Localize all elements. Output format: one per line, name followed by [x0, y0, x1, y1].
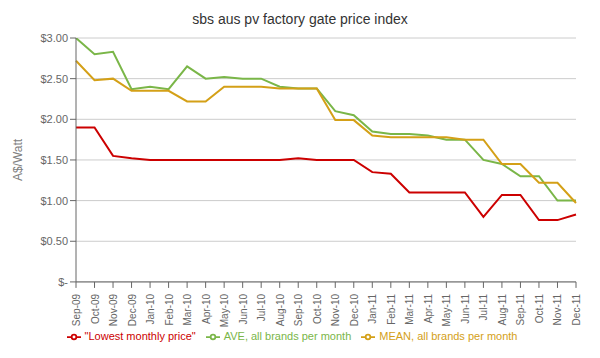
svg-text:Dec-09: Dec-09: [127, 293, 138, 326]
svg-text:Oct-09: Oct-09: [90, 293, 101, 323]
svg-text:Sep-11: Sep-11: [515, 293, 526, 325]
svg-text:Sep-10: Sep-10: [293, 293, 304, 326]
html-text:"Lowest monthly price": "Lowest monthly price": [84, 329, 196, 342]
svg-text:Apr-11: Apr-11: [423, 293, 434, 323]
svg-text:$1.50: $1.50: [40, 154, 68, 166]
svg-text:$2.50: $2.50: [40, 73, 68, 85]
svg-text:Feb-11: Feb-11: [386, 293, 397, 324]
svg-text:Jan-11: Jan-11: [367, 293, 378, 323]
html-text:AVE, all brands per month: AVE, all brands per month: [223, 329, 352, 342]
svg-text:May-10: May-10: [219, 293, 230, 327]
svg-text:Jul-10: Jul-10: [256, 293, 267, 321]
svg-text:$3.00: $3.00: [40, 32, 68, 44]
svg-text:Jun-11: Jun-11: [460, 293, 471, 323]
svg-text:$-: $-: [58, 276, 68, 288]
svg-text:Jul-11: Jul-11: [478, 293, 489, 320]
svg-text:$0.50: $0.50: [40, 235, 68, 247]
svg-text:Jun-10: Jun-10: [238, 293, 249, 324]
svg-text:$1.00: $1.00: [40, 195, 68, 207]
svg-text:Aug-10: Aug-10: [275, 293, 286, 326]
svg-text:Apr-10: Apr-10: [201, 293, 212, 323]
svg-text:Feb-10: Feb-10: [164, 293, 175, 325]
svg-text:A$/Watt: A$/Watt: [11, 138, 25, 181]
html-text:sbs aus pv factory gate price: sbs aus pv factory gate price index: [192, 11, 408, 27]
html-text:MEAN, all brands per month: MEAN, all brands per month: [379, 329, 518, 342]
svg-text:Oct-10: Oct-10: [312, 293, 323, 323]
svg-text:Aug-11: Aug-11: [497, 293, 508, 325]
svg-text:Oct-11: Oct-11: [534, 293, 545, 323]
svg-text:Mar-11: Mar-11: [404, 293, 415, 324]
svg-text:$2.00: $2.00: [40, 113, 68, 125]
svg-text:Nov-10: Nov-10: [330, 293, 341, 326]
svg-text:May-11: May-11: [441, 293, 452, 326]
svg-text:Mar-10: Mar-10: [182, 293, 193, 325]
svg-text:Sep-09: Sep-09: [71, 293, 82, 326]
svg-text:Dec-11: Dec-11: [571, 293, 582, 325]
svg-text:Nov-09: Nov-09: [108, 293, 119, 326]
svg-text:Nov-11: Nov-11: [552, 293, 563, 325]
svg-text:Jan-10: Jan-10: [145, 293, 156, 324]
svg-text:Dec-10: Dec-10: [349, 293, 360, 326]
